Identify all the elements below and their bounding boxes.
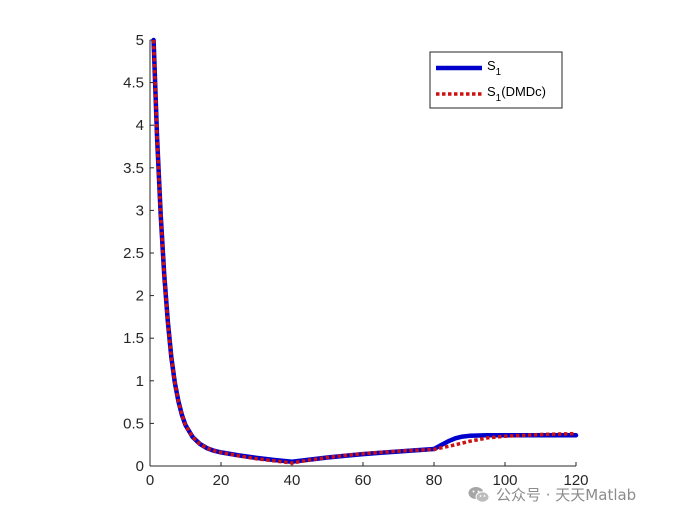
legend-box — [429, 51, 563, 109]
y-tick-label: 2 — [136, 288, 144, 305]
y-tick-label: 5 — [136, 32, 144, 49]
legend-label-s1-dmdc: S1(DMDc) — [487, 84, 546, 104]
y-tick-label: 4.5 — [123, 75, 144, 92]
x-tick-label: 80 — [426, 472, 443, 489]
y-tick-label: 3.5 — [123, 160, 144, 177]
watermark-text: 公众号 · 天天Matlab — [496, 486, 637, 504]
plot-background — [150, 40, 576, 466]
y-tick-label: 0 — [136, 458, 144, 475]
x-tick-label: 0 — [146, 472, 154, 489]
x-tick-label: 100 — [492, 472, 517, 489]
y-tick-label: 1.5 — [123, 330, 144, 347]
legend: S1 S1(DMDc) — [429, 51, 563, 109]
y-tick-label: 2.5 — [123, 245, 144, 262]
y-tick-label: 1 — [136, 373, 144, 390]
x-tick-label: 20 — [213, 472, 230, 489]
plot-area — [149, 40, 576, 467]
y-tick-label: 4 — [136, 117, 144, 134]
series-s1-dmdc-line — [151, 39, 577, 465]
y-axis: 0 0.5 1 1.5 2 2.5 3 3.5 4 4.5 5 — [123, 32, 154, 475]
wechat-icon — [468, 486, 490, 503]
y-tick-label: 3 — [136, 202, 144, 219]
y-tick-label: 0.5 — [123, 415, 144, 432]
x-tick-label: 40 — [284, 472, 301, 489]
x-tick-label: 60 — [355, 472, 372, 489]
watermark: 公众号 · 天天Matlab — [468, 484, 636, 505]
x-axis: 0 20 40 60 80 100 120 — [146, 462, 589, 489]
legend-label-s1: S1 — [487, 58, 502, 78]
x-tick-label: 120 — [563, 472, 588, 489]
series-layer — [151, 37, 579, 465]
